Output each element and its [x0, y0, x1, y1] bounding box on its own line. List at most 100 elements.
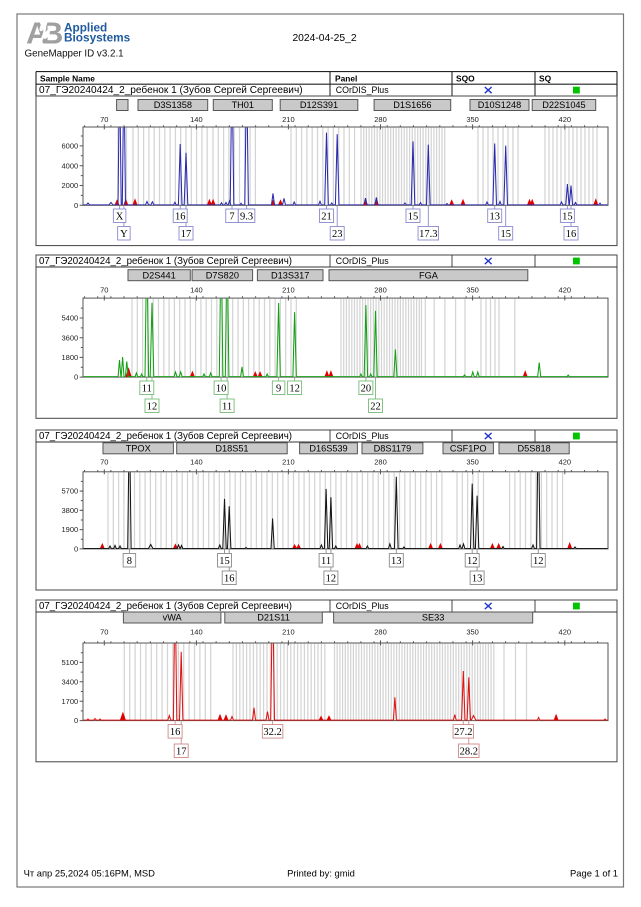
svg-text:SQ: SQ	[539, 73, 552, 83]
svg-text:Page 1 of 1: Page 1 of 1	[570, 867, 618, 878]
svg-text:D18S51: D18S51	[215, 444, 248, 454]
svg-text:CSF1PO: CSF1PO	[450, 444, 487, 454]
svg-text:15: 15	[219, 556, 230, 567]
svg-text:D10S1248: D10S1248	[478, 100, 521, 110]
svg-text:16: 16	[566, 229, 577, 240]
svg-text:11: 11	[321, 556, 331, 567]
svg-text:1900: 1900	[62, 525, 79, 534]
svg-text:Y: Y	[120, 229, 128, 240]
svg-text:0: 0	[74, 716, 78, 725]
svg-text:0: 0	[74, 201, 78, 210]
svg-text:15: 15	[562, 212, 573, 223]
svg-text:0: 0	[74, 545, 78, 554]
svg-text:420: 420	[559, 627, 572, 636]
svg-text:FGA: FGA	[419, 270, 439, 280]
svg-text:70: 70	[100, 457, 108, 466]
svg-text:17: 17	[181, 229, 192, 240]
svg-text:2024-04-25_2: 2024-04-25_2	[292, 33, 356, 44]
svg-text:GeneMapper ID v3.2.1: GeneMapper ID v3.2.1	[25, 49, 124, 60]
svg-text:12: 12	[326, 574, 337, 585]
svg-text:280: 280	[374, 457, 387, 466]
svg-text:Panel: Panel	[335, 73, 357, 83]
svg-text:140: 140	[190, 457, 203, 466]
svg-text:420: 420	[559, 285, 572, 294]
svg-text:70: 70	[100, 285, 108, 294]
svg-text:vWA: vWA	[163, 613, 183, 623]
svg-text:210: 210	[282, 457, 295, 466]
svg-text:0: 0	[74, 373, 78, 382]
svg-text:Printed by: gmid: Printed by: gmid	[287, 867, 355, 878]
svg-text:13: 13	[472, 574, 483, 585]
svg-text:17.3: 17.3	[419, 229, 437, 240]
svg-text:350: 350	[466, 627, 479, 636]
svg-text:12: 12	[533, 556, 544, 567]
svg-text:210: 210	[282, 627, 295, 636]
svg-text:420: 420	[559, 115, 572, 124]
svg-text:12: 12	[147, 402, 158, 413]
svg-text:12: 12	[467, 556, 478, 567]
svg-text:Biosystems: Biosystems	[64, 31, 131, 45]
svg-text:32.2: 32.2	[263, 727, 281, 738]
svg-text:17: 17	[176, 747, 187, 758]
svg-text:D5S818: D5S818	[517, 444, 550, 454]
svg-text:210: 210	[282, 115, 295, 124]
svg-text:COrDIS_Plus: COrDIS_Plus	[336, 601, 389, 611]
svg-text:5700: 5700	[62, 487, 79, 496]
svg-text:420: 420	[559, 457, 572, 466]
svg-text:X: X	[116, 212, 124, 223]
svg-text:D1S1656: D1S1656	[393, 100, 431, 110]
svg-text:13: 13	[391, 556, 402, 567]
svg-text:70: 70	[100, 115, 108, 124]
svg-text:SE33: SE33	[422, 613, 444, 623]
svg-text:3400: 3400	[62, 677, 79, 686]
svg-text:COrDIS_Plus: COrDIS_Plus	[336, 256, 389, 266]
svg-text:140: 140	[190, 627, 203, 636]
svg-text:5400: 5400	[62, 314, 79, 323]
svg-text:15: 15	[500, 229, 511, 240]
svg-text:4000: 4000	[62, 161, 79, 170]
svg-text:TH01: TH01	[232, 100, 254, 110]
svg-text:16: 16	[170, 727, 181, 738]
svg-text:11: 11	[222, 402, 232, 413]
svg-text:20: 20	[361, 384, 372, 395]
svg-text:Applied: Applied	[64, 20, 107, 34]
svg-text:D8S1179: D8S1179	[374, 444, 412, 454]
svg-text:SQO: SQO	[456, 73, 475, 83]
svg-text:11: 11	[142, 384, 152, 395]
svg-text:15: 15	[408, 212, 419, 223]
svg-text:350: 350	[466, 457, 479, 466]
svg-text:3800: 3800	[62, 506, 79, 515]
svg-text:COrDIS_Plus: COrDIS_Plus	[336, 85, 389, 95]
svg-text:16: 16	[175, 212, 186, 223]
svg-text:D21S11: D21S11	[257, 613, 290, 623]
svg-text:280: 280	[374, 115, 387, 124]
svg-text:10: 10	[216, 384, 227, 395]
svg-text:350: 350	[466, 115, 479, 124]
svg-text:23: 23	[332, 229, 343, 240]
svg-text:280: 280	[374, 627, 387, 636]
svg-text:Чт апр 25,2024 05:16PM, MSD: Чт апр 25,2024 05:16PM, MSD	[24, 867, 156, 878]
svg-text:70: 70	[100, 627, 108, 636]
svg-text:D2S441: D2S441	[143, 270, 176, 280]
svg-text:16: 16	[224, 574, 235, 585]
svg-text:13: 13	[489, 212, 500, 223]
svg-text:21: 21	[321, 212, 332, 223]
svg-text:6000: 6000	[62, 142, 79, 151]
svg-text:D16S539: D16S539	[309, 444, 347, 454]
svg-text:27.2: 27.2	[454, 727, 472, 738]
svg-text:210: 210	[282, 285, 295, 294]
svg-text:D22S1045: D22S1045	[542, 100, 585, 110]
svg-text:Sample Name: Sample Name	[40, 73, 95, 83]
svg-text:140: 140	[190, 285, 203, 294]
svg-text:9: 9	[276, 384, 281, 395]
svg-text:2000: 2000	[62, 181, 79, 190]
svg-text:28.2: 28.2	[460, 747, 478, 758]
svg-text:350: 350	[466, 285, 479, 294]
svg-text:07_ГЭ20240424_2_ребенок 1 (Зуб: 07_ГЭ20240424_2_ребенок 1 (Зубов Сергей …	[39, 84, 303, 96]
svg-text:07_ГЭ20240424_2_ребенок 1 (Зуб: 07_ГЭ20240424_2_ребенок 1 (Зубов Сергей …	[39, 431, 292, 442]
svg-text:07_ГЭ20240424_2_ребенок 1 (Зуб: 07_ГЭ20240424_2_ребенок 1 (Зубов Сергей …	[39, 256, 292, 267]
svg-text:5100: 5100	[62, 658, 79, 667]
svg-text:12: 12	[289, 384, 300, 395]
svg-text:D7S820: D7S820	[206, 270, 239, 280]
svg-text:9.3: 9.3	[240, 212, 253, 223]
